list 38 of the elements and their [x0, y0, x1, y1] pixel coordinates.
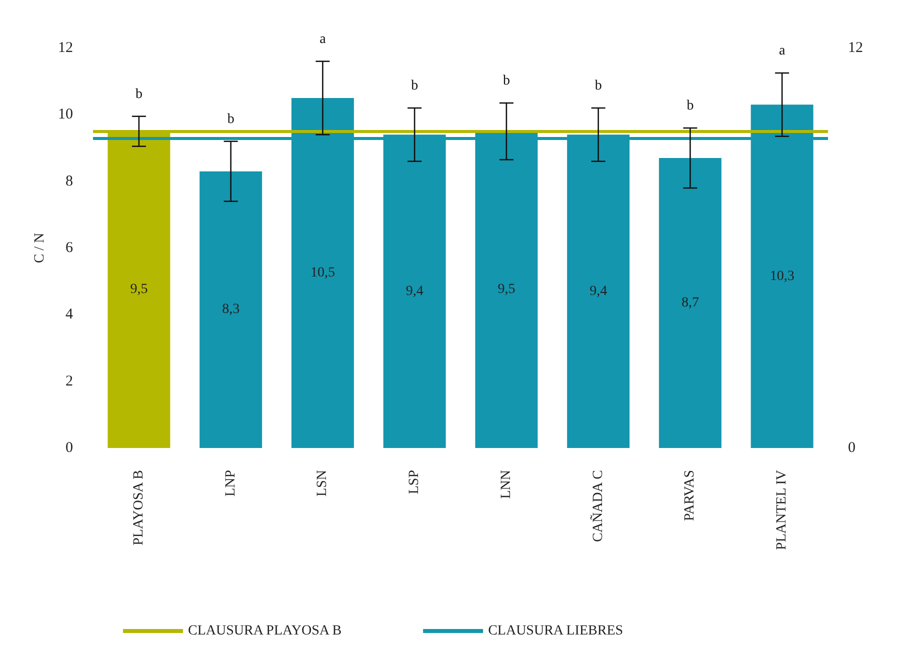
- annotation: b: [594, 78, 602, 94]
- y2-tick-label: 0: [848, 440, 856, 456]
- y-tick-label: 6: [66, 240, 74, 256]
- y-tick-label: 0: [66, 440, 73, 456]
- data-label: 8,3: [222, 302, 240, 318]
- bar: [200, 171, 262, 448]
- annotation: b: [227, 112, 234, 127]
- legend-label: CLAUSURA PLAYOSA B: [188, 624, 342, 638]
- x-tick-label: LSN: [315, 470, 330, 496]
- y-tick-label: 2: [66, 373, 73, 390]
- x-tick-label: PLAYOSA B: [131, 470, 146, 546]
- data-label: 10,3: [770, 268, 794, 284]
- y-tick-label: 10: [58, 106, 73, 123]
- data-label: 9,4: [406, 284, 424, 299]
- annotation: a: [778, 44, 786, 58]
- y-tick-label: 4: [66, 306, 74, 323]
- x-tick-label: PLANTEL IV: [774, 470, 790, 550]
- bar: [658, 158, 722, 448]
- y-tick-label: 12: [58, 40, 73, 56]
- annotation: b: [502, 74, 510, 88]
- legend-label: CLAUSURA LIEBRES: [488, 624, 624, 638]
- y-tick-label: 8: [66, 173, 73, 190]
- x-tick-label: CAÑADA C: [590, 470, 606, 542]
- x-tick-label: LNP: [223, 470, 238, 496]
- annotation: b: [135, 86, 142, 102]
- y2-tick-label: 12: [848, 40, 863, 56]
- data-label: 10,5: [310, 266, 335, 280]
- annotation: b: [686, 98, 694, 114]
- data-label: 8,7: [681, 296, 699, 310]
- annotation: a: [320, 32, 327, 47]
- x-tick-label: PARVAS: [682, 470, 698, 522]
- x-tick-label: LNN: [498, 470, 514, 499]
- y-axis-title: C / N: [32, 232, 48, 264]
- data-label: 9,5: [498, 282, 516, 298]
- data-label: 9,5: [130, 282, 148, 298]
- x-tick-label: LSP: [407, 470, 422, 494]
- data-label: 9,4: [590, 284, 608, 299]
- annotation: b: [411, 78, 418, 94]
